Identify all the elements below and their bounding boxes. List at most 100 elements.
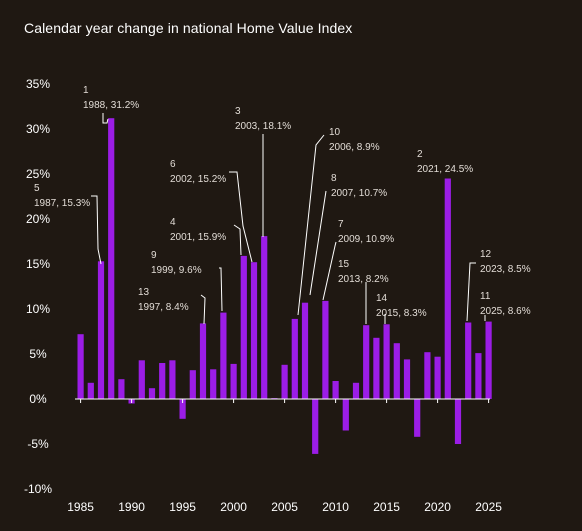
bar-2000 — [230, 363, 237, 399]
bar-2016 — [393, 343, 400, 399]
bar-2003 — [261, 236, 268, 399]
x-tick-label: 1985 — [67, 500, 94, 514]
bar-1992 — [148, 388, 156, 399]
bar-1985 — [77, 334, 84, 399]
bar-2014 — [373, 337, 380, 399]
y-tick-label: 5% — [29, 347, 47, 361]
y-tick-label: -5% — [27, 437, 49, 451]
bar-1996 — [189, 370, 196, 399]
bar-1997 — [199, 323, 207, 399]
bar-2007 — [301, 302, 309, 399]
x-tick-label: 2005 — [271, 500, 298, 514]
bar-1994 — [169, 360, 176, 399]
annotation-label-1988: 1988, 31.2% — [83, 100, 139, 111]
annotation-label-1999: 1999, 9.6% — [151, 265, 202, 276]
bar-1998 — [210, 369, 217, 399]
annotation-leader-2001 — [233, 224, 242, 256]
annotation-leader-1997 — [200, 294, 206, 325]
y-tick-label: 10% — [26, 302, 50, 316]
bar-1986 — [87, 382, 94, 399]
annotation-rank-15: 15 — [338, 259, 350, 270]
x-tick-label: 2020 — [424, 500, 451, 514]
bar-2020 — [434, 356, 441, 399]
annotation-label-2009: 2009, 10.9% — [338, 234, 394, 245]
annotation-label-2023: 2023, 8.5% — [480, 264, 531, 275]
annotation-leader-2007 — [309, 190, 327, 296]
annotation-rank-5: 5 — [34, 183, 40, 194]
bar-2017 — [403, 359, 411, 399]
y-tick-label: 30% — [26, 122, 50, 136]
annotation-label-2006: 2006, 8.9% — [329, 142, 380, 153]
bar-2022 — [454, 399, 462, 444]
annotation-label-2002: 2002, 15.2% — [170, 174, 226, 185]
bar-1987 — [97, 261, 105, 399]
bar-2011 — [342, 399, 349, 431]
annotation-leader-1987 — [91, 195, 102, 265]
annotation-leader-2023 — [466, 262, 476, 322]
bar-2002 — [250, 262, 258, 399]
bar-2012 — [352, 382, 360, 399]
bar-2019 — [424, 352, 431, 399]
chart-title: Calendar year change in national Home Va… — [24, 20, 353, 36]
annotation-label-2007: 2007, 10.7% — [331, 188, 387, 199]
bar-2015 — [383, 324, 390, 399]
bar-1989 — [118, 379, 125, 399]
annotation-leader-1999 — [219, 267, 223, 312]
x-tick-label: 2015 — [373, 500, 400, 514]
y-tick-label: 35% — [26, 77, 50, 91]
y-tick-label: 15% — [26, 257, 50, 271]
annotation-label-2021: 2021, 24.5% — [417, 164, 473, 175]
x-tick-label: 2010 — [322, 500, 349, 514]
annotation-rank-9: 9 — [151, 250, 157, 261]
annotation-leader-2006 — [297, 134, 325, 316]
annotation-rank-10: 10 — [329, 127, 341, 138]
bar-2008 — [312, 399, 319, 454]
annotation-leader-2009 — [322, 241, 337, 301]
annotation-rank-2: 2 — [417, 149, 423, 160]
bar-1999 — [220, 312, 227, 399]
y-tick-label: -10% — [24, 482, 52, 496]
x-tick-label: 2000 — [220, 500, 247, 514]
bar-1991 — [138, 360, 145, 399]
annotation-label-2003: 2003, 18.1% — [235, 121, 291, 132]
annotation-label-2015: 2015, 8.3% — [376, 308, 427, 319]
annotation-rank-11: 11 — [480, 291, 491, 302]
y-tick-label: 0% — [29, 392, 47, 406]
annotation-label-2025: 2025, 8.6% — [480, 306, 531, 317]
annotation-rank-1: 1 — [83, 85, 89, 96]
x-tick-label: 1995 — [169, 500, 196, 514]
bar-2024 — [475, 353, 482, 399]
annotation-leader-2002 — [229, 171, 253, 263]
annotation-label-2013: 2013, 8.2% — [338, 274, 389, 285]
bar-2018 — [414, 399, 421, 437]
bar-1988 — [108, 118, 115, 399]
y-tick-label: 20% — [26, 212, 50, 226]
annotation-rank-7: 7 — [338, 219, 344, 230]
annotation-rank-14: 14 — [376, 293, 388, 304]
bar-2001 — [240, 255, 247, 399]
annotation-leader-1988 — [102, 113, 109, 124]
bar-2010 — [332, 381, 339, 399]
bar-2023 — [465, 322, 472, 399]
bar-1993 — [159, 363, 166, 399]
y-tick-label: 25% — [26, 167, 50, 181]
bar-2013 — [363, 325, 370, 399]
annotation-label-2001: 2001, 15.9% — [170, 232, 226, 243]
bar-2005 — [281, 364, 288, 399]
annotation-rank-3: 3 — [235, 106, 241, 117]
x-tick-label: 2025 — [475, 500, 502, 514]
x-tick-label: 1990 — [118, 500, 145, 514]
annotation-rank-13: 13 — [138, 287, 150, 298]
bar-1995 — [179, 399, 186, 419]
bar-2021 — [444, 178, 451, 399]
bar-2009 — [322, 300, 329, 399]
bar-2006 — [291, 318, 298, 399]
annotation-rank-4: 4 — [170, 217, 176, 228]
annotation-label-1987: 1987, 15.3% — [34, 198, 90, 209]
annotation-rank-8: 8 — [331, 173, 337, 184]
annotation-label-1997: 1997, 8.4% — [138, 302, 189, 313]
annotation-rank-12: 12 — [480, 249, 492, 260]
bar-2025 — [485, 321, 492, 399]
